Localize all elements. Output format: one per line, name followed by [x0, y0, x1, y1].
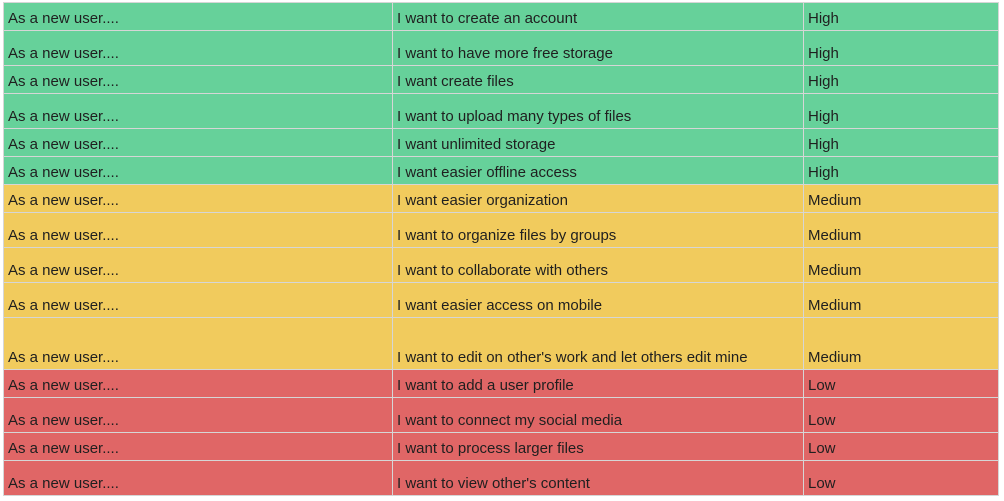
- table-row: As a new user.... I want to collaborate …: [3, 247, 999, 283]
- priority-cell[interactable]: Medium: [803, 212, 999, 248]
- priority-cell[interactable]: Low: [803, 397, 999, 433]
- role-cell[interactable]: As a new user....: [3, 247, 393, 283]
- want-cell[interactable]: I want to add a user profile: [392, 369, 804, 398]
- want-cell[interactable]: I want easier offline access: [392, 156, 804, 185]
- user-stories-sheet: As a new user.... I want to create an ac…: [3, 2, 999, 496]
- want-cell[interactable]: I want to connect my social media: [392, 397, 804, 433]
- priority-cell[interactable]: Medium: [803, 317, 999, 370]
- priority-cell[interactable]: Medium: [803, 184, 999, 213]
- role-cell[interactable]: As a new user....: [3, 184, 393, 213]
- role-cell[interactable]: As a new user....: [3, 30, 393, 66]
- want-text: I want to process larger files: [397, 440, 584, 457]
- want-cell[interactable]: I want to collaborate with others: [392, 247, 804, 283]
- priority-cell[interactable]: High: [803, 2, 999, 31]
- want-cell[interactable]: I want unlimited storage: [392, 128, 804, 157]
- table-row: As a new user.... I want create files Hi…: [3, 65, 999, 94]
- role-cell[interactable]: As a new user....: [3, 369, 393, 398]
- want-cell[interactable]: I want to process larger files: [392, 432, 804, 461]
- want-cell[interactable]: I want to organize files by groups: [392, 212, 804, 248]
- want-cell[interactable]: I want easier access on mobile: [392, 282, 804, 318]
- role-cell[interactable]: As a new user....: [3, 432, 393, 461]
- table-row: As a new user.... I want to process larg…: [3, 432, 999, 461]
- priority-cell[interactable]: Medium: [803, 282, 999, 318]
- priority-cell[interactable]: High: [803, 156, 999, 185]
- table-row: As a new user.... I want to upload many …: [3, 93, 999, 129]
- priority-cell[interactable]: High: [803, 128, 999, 157]
- table-row: As a new user.... I want easier access o…: [3, 282, 999, 318]
- table-row: As a new user.... I want to edit on othe…: [3, 317, 999, 370]
- role-cell[interactable]: As a new user....: [3, 156, 393, 185]
- want-cell[interactable]: I want create files: [392, 65, 804, 94]
- role-cell[interactable]: As a new user....: [3, 397, 393, 433]
- priority-cell[interactable]: High: [803, 93, 999, 129]
- priority-cell[interactable]: Low: [803, 432, 999, 461]
- want-cell[interactable]: I want to view other's content: [392, 460, 804, 496]
- role-cell[interactable]: As a new user....: [3, 128, 393, 157]
- table-row: As a new user.... I want to organize fil…: [3, 212, 999, 248]
- table-row: As a new user.... I want to connect my s…: [3, 397, 999, 433]
- role-cell[interactable]: As a new user....: [3, 282, 393, 318]
- want-cell[interactable]: I want to upload many types of files: [392, 93, 804, 129]
- table-row: As a new user.... I want easier organiza…: [3, 184, 999, 213]
- table-row: As a new user.... I want easier offline …: [3, 156, 999, 185]
- role-cell[interactable]: As a new user....: [3, 93, 393, 129]
- priority-cell[interactable]: High: [803, 30, 999, 66]
- priority-cell[interactable]: High: [803, 65, 999, 94]
- want-cell[interactable]: I want to create an account: [392, 2, 804, 31]
- role-cell[interactable]: As a new user....: [3, 460, 393, 496]
- table-row: As a new user.... I want unlimited stora…: [3, 128, 999, 157]
- priority-cell[interactable]: Medium: [803, 247, 999, 283]
- table-row: As a new user.... I want to add a user p…: [3, 369, 999, 398]
- table-row: As a new user.... I want to view other's…: [3, 460, 999, 496]
- want-cell[interactable]: I want easier organization: [392, 184, 804, 213]
- role-cell[interactable]: As a new user....: [3, 212, 393, 248]
- want-cell[interactable]: I want to have more free storage: [392, 30, 804, 66]
- priority-cell[interactable]: Low: [803, 369, 999, 398]
- priority-cell[interactable]: Low: [803, 460, 999, 496]
- want-cell[interactable]: I want to edit on other's work and let o…: [392, 317, 804, 370]
- table-row: As a new user.... I want to have more fr…: [3, 30, 999, 66]
- table-row: As a new user.... I want to create an ac…: [3, 2, 999, 31]
- role-cell[interactable]: As a new user....: [3, 65, 393, 94]
- role-cell[interactable]: As a new user....: [3, 317, 393, 370]
- role-cell[interactable]: As a new user....: [3, 2, 393, 31]
